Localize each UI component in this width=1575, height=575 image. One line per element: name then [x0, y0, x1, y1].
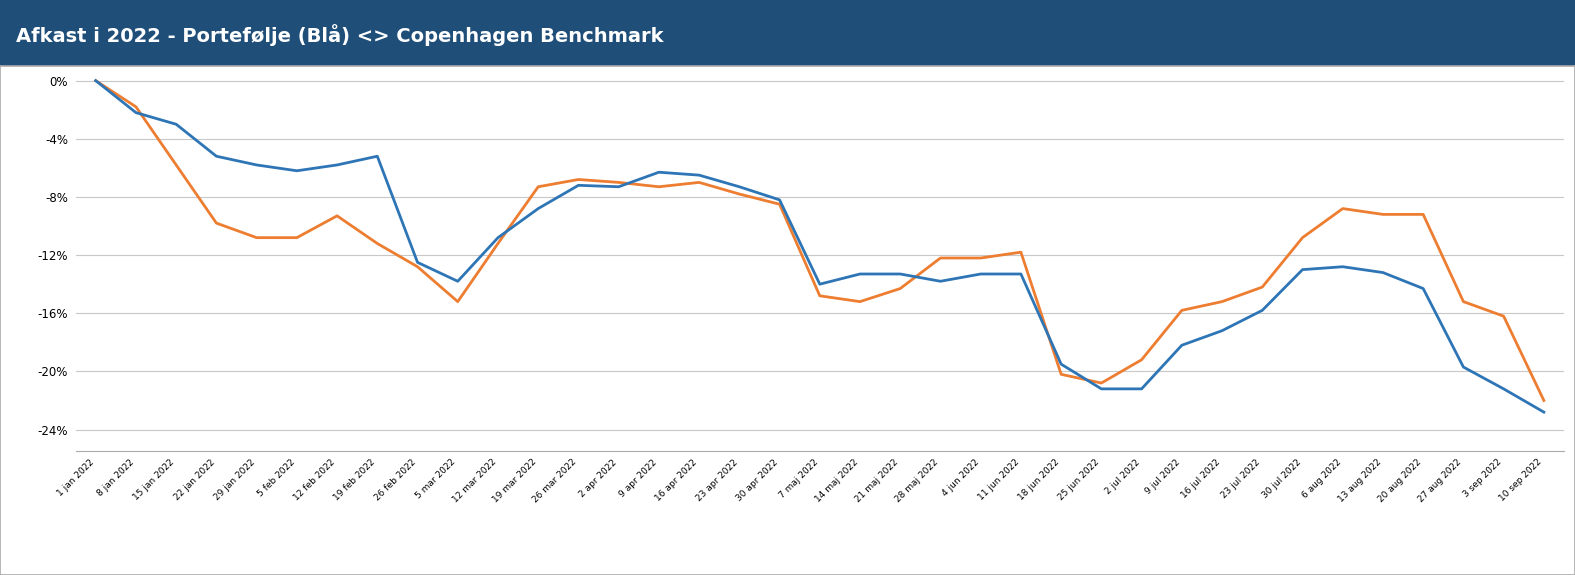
Text: Afkast i 2022 - Portefølje (Blå) <> Copenhagen Benchmark: Afkast i 2022 - Portefølje (Blå) <> Cope… — [16, 24, 663, 46]
